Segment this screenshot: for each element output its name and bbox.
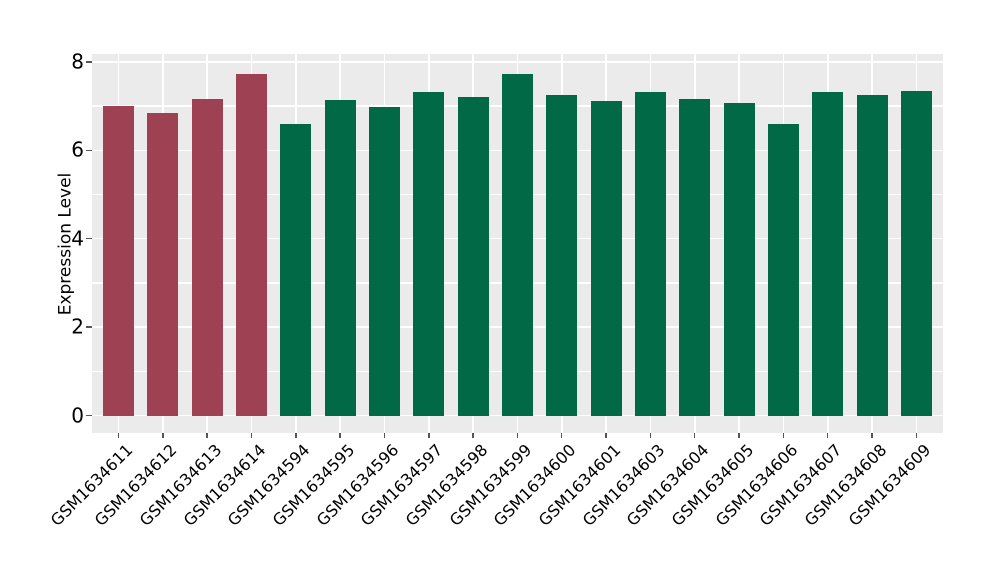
x-tick-mark — [339, 433, 341, 438]
bar-GSM1634601 — [590, 101, 622, 417]
y-tick-mark — [86, 326, 92, 328]
x-tick-mark — [871, 433, 873, 438]
x-tick-mark — [295, 433, 297, 438]
x-tick-mark — [383, 433, 386, 438]
y-tick-label: 6 — [71, 137, 84, 162]
x-tick-mark — [428, 433, 430, 438]
bar-GSM1634604 — [679, 99, 711, 417]
bar-GSM1634603 — [634, 91, 666, 417]
y-tick-label: 8 — [71, 49, 84, 74]
x-tick-mark — [162, 433, 164, 438]
x-tick-mark — [516, 433, 519, 438]
y-tick-mark — [86, 238, 92, 240]
bar-GSM1634614 — [235, 74, 267, 417]
y-tick-label: 2 — [71, 314, 84, 339]
bar-GSM1634609 — [900, 91, 932, 417]
y-tick-label: 4 — [71, 226, 84, 251]
x-tick-mark — [472, 433, 474, 438]
bar-GSM1634600 — [546, 94, 578, 417]
bar-GSM1634608 — [856, 94, 888, 417]
y-tick-mark — [86, 61, 92, 63]
bar-GSM1634611 — [103, 106, 134, 417]
x-tick-mark — [782, 433, 785, 438]
bar-GSM1634612 — [147, 112, 179, 417]
x-tick-mark — [915, 433, 918, 438]
bar-GSM1634605 — [723, 102, 755, 417]
x-tick-mark — [605, 433, 607, 438]
x-tick-mark — [117, 433, 120, 438]
y-tick-mark — [86, 149, 92, 151]
x-tick-mark — [561, 433, 563, 438]
bar-GSM1634596 — [368, 107, 400, 417]
bar-GSM1634594 — [280, 123, 312, 417]
y-tick-mark — [86, 414, 92, 417]
x-tick-mark — [694, 433, 696, 438]
bar-GSM1634598 — [457, 96, 489, 417]
bar-GSM1634599 — [501, 74, 533, 417]
bar-GSM1634613 — [191, 99, 223, 417]
y-tick-label: 0 — [71, 403, 84, 428]
x-tick-mark — [827, 433, 829, 438]
plot-area — [92, 54, 943, 433]
bar-GSM1634595 — [324, 100, 356, 417]
x-tick-mark — [250, 433, 253, 438]
x-tick-mark — [206, 433, 208, 438]
bar-GSM1634606 — [767, 123, 799, 417]
x-tick-mark — [738, 433, 740, 438]
x-tick-mark — [649, 433, 652, 438]
bar-GSM1634607 — [812, 92, 844, 417]
bar-GSM1634597 — [413, 92, 445, 417]
